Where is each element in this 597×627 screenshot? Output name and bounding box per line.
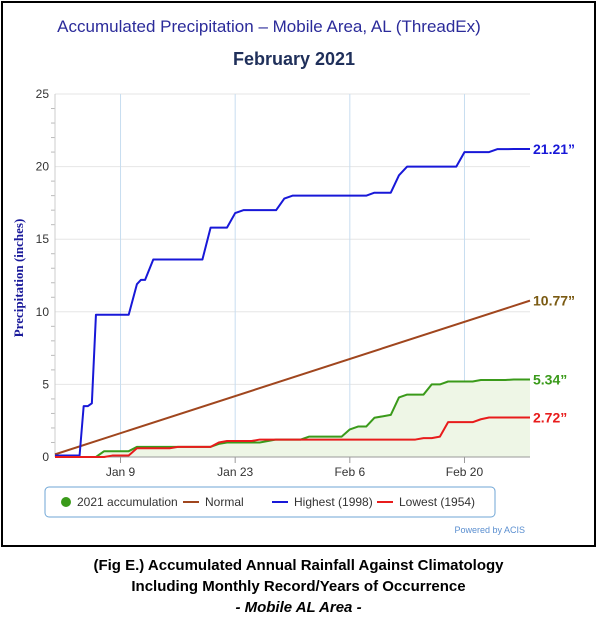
precipitation-chart: Accumulated Precipitation – Mobile Area,…: [11, 17, 575, 535]
y-tick-label: 15: [36, 232, 50, 246]
end-label: 2.72”: [533, 410, 567, 426]
caption-line-2: Including Monthly Record/Years of Occurr…: [131, 578, 466, 595]
series-line-2021-accumulation: [55, 378, 530, 458]
legend: 2021 accumulation Normal Highest (1998) Low…: [44, 486, 496, 518]
x-tick-label: Jan 9: [106, 465, 136, 479]
series-lines: [54, 148, 531, 458]
y-tick-label: 0: [42, 450, 49, 464]
grid-lines: [55, 93, 530, 457]
end-label: 5.34”: [533, 371, 567, 387]
series-line-normal: [54, 299, 531, 456]
legend-marker: [61, 497, 71, 507]
caption-line-3: - Mobile AL Area -: [235, 599, 362, 616]
y-axis-label: Precipitation (inches): [11, 219, 26, 338]
legend-label: 2021 accumulation: [77, 495, 178, 509]
accumulation-area: [55, 379, 530, 457]
y-tick-label: 25: [36, 87, 50, 101]
area-fill-layer: [55, 379, 530, 457]
x-tick-label: Feb 6: [334, 465, 365, 479]
x-tick-label: Jan 23: [217, 465, 253, 479]
axes: 0 5 10 15 20 25 Jan 9 Jan 23 Feb 6 Feb 20: [36, 87, 530, 479]
y-tick-label: 20: [36, 160, 50, 174]
y-tick-label: 5: [42, 377, 49, 391]
end-label: 10.77”: [533, 293, 575, 309]
y-tick-label: 10: [36, 305, 50, 319]
x-tick-label: Feb 20: [446, 465, 484, 479]
series-line-highest-1998: [55, 148, 530, 457]
chart-subtitle: February 2021: [233, 49, 355, 69]
end-label: 21.21”: [533, 141, 575, 157]
legend-label: Lowest (1954): [399, 495, 475, 509]
chart-title: Accumulated Precipitation – Mobile Area,…: [57, 17, 481, 36]
credit-text[interactable]: Powered by ACIS: [454, 525, 525, 535]
legend-box: [44, 486, 496, 518]
legend-label: Highest (1998): [294, 495, 373, 509]
caption-line-1: (Fig E.) Accumulated Annual Rainfall Aga…: [93, 557, 504, 574]
legend-label: Normal: [205, 495, 244, 509]
chart-frame: Accumulated Precipitation – Mobile Area,…: [1, 1, 596, 547]
series-line-lowest-1954: [55, 416, 530, 458]
end-labels: 5.34” 10.77” 21.21” 2.72”: [533, 141, 575, 425]
